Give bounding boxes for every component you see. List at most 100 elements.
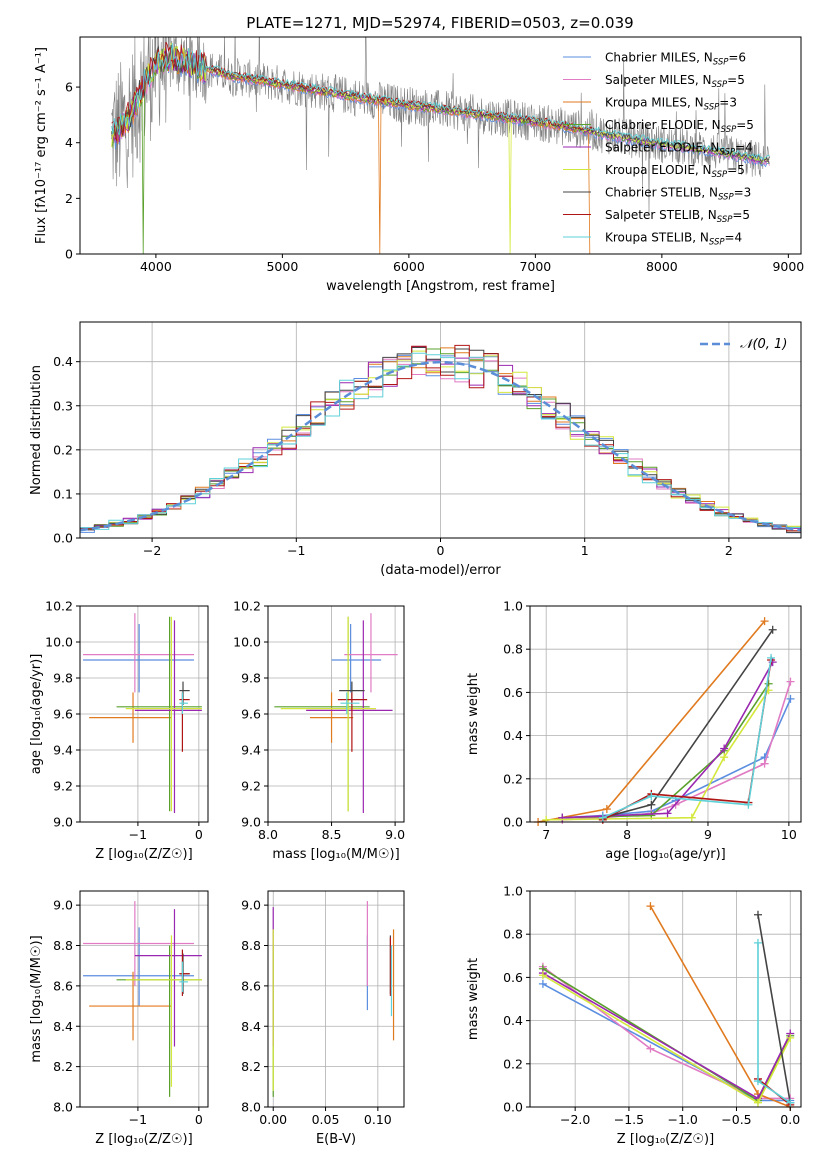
x-tick-label: 1	[581, 543, 589, 558]
legend-subscript: SSP	[713, 58, 729, 68]
y-tick-label: 0.6	[503, 970, 523, 985]
legend-subscript: SSP	[704, 103, 720, 113]
x-axis-label: E(B-V)	[316, 1132, 356, 1147]
x-tick-label: 0.10	[364, 1112, 392, 1127]
legend-nssp: =4	[725, 231, 743, 245]
histogram-step	[80, 347, 801, 533]
y-tick-label: 2	[65, 191, 73, 206]
weight-marker	[786, 1033, 795, 1042]
legend-nssp: =4	[735, 141, 753, 155]
y-tick-label: 9.6	[241, 707, 261, 722]
age-vs-mass-panel: 8.0 8.5 9.0 9.0 9.2 9.4 9.6 9.8 10.0 10.2 mass [lo…	[233, 599, 405, 863]
y-axis-label: mass weight	[466, 673, 481, 755]
y-tick-label: 4	[65, 135, 73, 150]
y-tick-label: 10.2	[45, 599, 73, 614]
y-tick-label: 8.2	[241, 1059, 261, 1074]
weight-marker	[753, 938, 762, 947]
legend-name: Kroupa MILES, N	[605, 96, 704, 110]
legend-entry: Chabrier STELIB, NSSP=3	[605, 186, 751, 203]
y-tick-label: 9.2	[53, 779, 73, 794]
weight-line	[562, 661, 774, 819]
normal-curve	[79, 360, 802, 532]
y-tick-label: 9.0	[241, 898, 261, 913]
histogram-step	[80, 344, 801, 532]
y-tick-label: 0.4	[503, 728, 523, 743]
x-tick-label: 7000	[519, 259, 551, 274]
histogram-step	[80, 352, 801, 530]
legend-name: Chabrier STELIB, N	[605, 186, 718, 200]
weight-marker	[760, 759, 769, 768]
weight-marker	[538, 979, 547, 988]
x-tick-label: 0.00	[259, 1112, 287, 1127]
x-tick-label: 9	[704, 827, 712, 842]
legend-subscript: SSP	[717, 215, 733, 225]
y-tick-label: 8.2	[53, 1059, 73, 1074]
weight-marker	[646, 902, 655, 911]
y-tick-label: 0.6	[503, 685, 523, 700]
x-tick-label: 2	[725, 543, 733, 558]
x-tick-label: 4000	[140, 259, 172, 274]
legend-nssp: =3	[719, 96, 737, 110]
x-tick-label: 0	[437, 543, 445, 558]
weight-marker	[768, 625, 777, 634]
weight-line	[562, 681, 792, 821]
weight-marker	[720, 753, 729, 762]
x-tick-label: 8000	[646, 259, 678, 274]
weight-marker	[786, 1098, 795, 1107]
weight-marker	[753, 910, 762, 919]
x-tick-label: −1	[287, 543, 305, 558]
y-tick-label: 0.0	[503, 1100, 523, 1115]
weight-vs-age-panel: 7 8 9 10 0.0 0.2 0.4 0.6 0.8 1.0 age [log₁₀(age/yr…	[466, 599, 802, 862]
y-tick-label: 10.0	[233, 635, 261, 650]
x-tick-label: −1.0	[668, 1112, 698, 1127]
legend-subscript: SSP	[712, 170, 728, 180]
y-tick-label: 8.6	[53, 978, 73, 993]
legend-entry: Chabrier MILES, NSSP=6	[605, 51, 746, 68]
legend-nssp: =5	[727, 163, 745, 177]
x-tick-label: 0.0	[780, 1112, 800, 1127]
legend-entry: 𝒩(0, 1)	[740, 337, 787, 352]
weight-marker	[767, 653, 776, 662]
x-tick-label: −1	[129, 827, 147, 842]
x-tick-label: 8.5	[322, 827, 342, 842]
weight-marker	[647, 792, 656, 801]
legend-subscript: SSP	[719, 148, 735, 158]
x-tick-label: 7	[542, 827, 550, 842]
weight-marker	[760, 617, 769, 626]
x-axis-label: (data-model)/error	[380, 563, 501, 578]
weight-line	[542, 983, 791, 1102]
x-axis-label: mass [log₁₀(M/M☉)]	[272, 847, 399, 862]
y-tick-label: 0.8	[503, 642, 523, 657]
x-tick-label: 5000	[266, 259, 298, 274]
x-axis-label: Z [log₁₀(Z/Z☉)]	[95, 1132, 192, 1147]
legend-name: Salpeter MILES, N	[605, 73, 712, 87]
axes-frame	[267, 890, 405, 1108]
legend-subscript: SSP	[709, 238, 725, 248]
legend-name: Salpeter ELODIE, N	[605, 141, 719, 155]
y-tick-label: 8.8	[53, 938, 73, 953]
spectrum-plot-area	[111, 37, 770, 254]
axes-frame	[79, 890, 209, 1108]
y-tick-label: 9.4	[53, 743, 73, 758]
legend-entry: Kroupa MILES, NSSP=3	[605, 96, 737, 113]
legend-entry: Kroupa ELODIE, NSSP=5	[605, 163, 745, 180]
y-tick-label: 9.8	[53, 671, 73, 686]
legend-nssp: =6	[728, 51, 746, 65]
x-tick-label: 6000	[393, 259, 425, 274]
y-tick-label: 0.0	[503, 815, 523, 830]
weight-marker	[720, 744, 729, 753]
data-spectrum-line	[111, 37, 770, 216]
age-vs-Z-panel: −1 0 9.0 9.2 9.4 9.6 9.8 10.0 10.2 Z [log₁₀(Z/Z☉)…	[29, 599, 209, 862]
y-tick-label: 0.3	[53, 398, 73, 413]
legend-nssp: =3	[734, 186, 752, 200]
x-tick-label: 0	[195, 827, 203, 842]
legend-subscript: SSP	[718, 193, 734, 203]
y-axis-label: Normed distribution	[29, 365, 44, 495]
weight-marker	[744, 800, 753, 809]
weight-marker	[646, 1044, 655, 1053]
x-tick-label: −1	[129, 1112, 147, 1127]
x-axis-label: age [log₁₀(age/yr)]	[605, 847, 726, 862]
axes-frame	[529, 605, 802, 823]
y-axis-label: age [log₁₀(age/yr)]	[29, 654, 44, 775]
y-tick-label: 9.6	[53, 707, 73, 722]
